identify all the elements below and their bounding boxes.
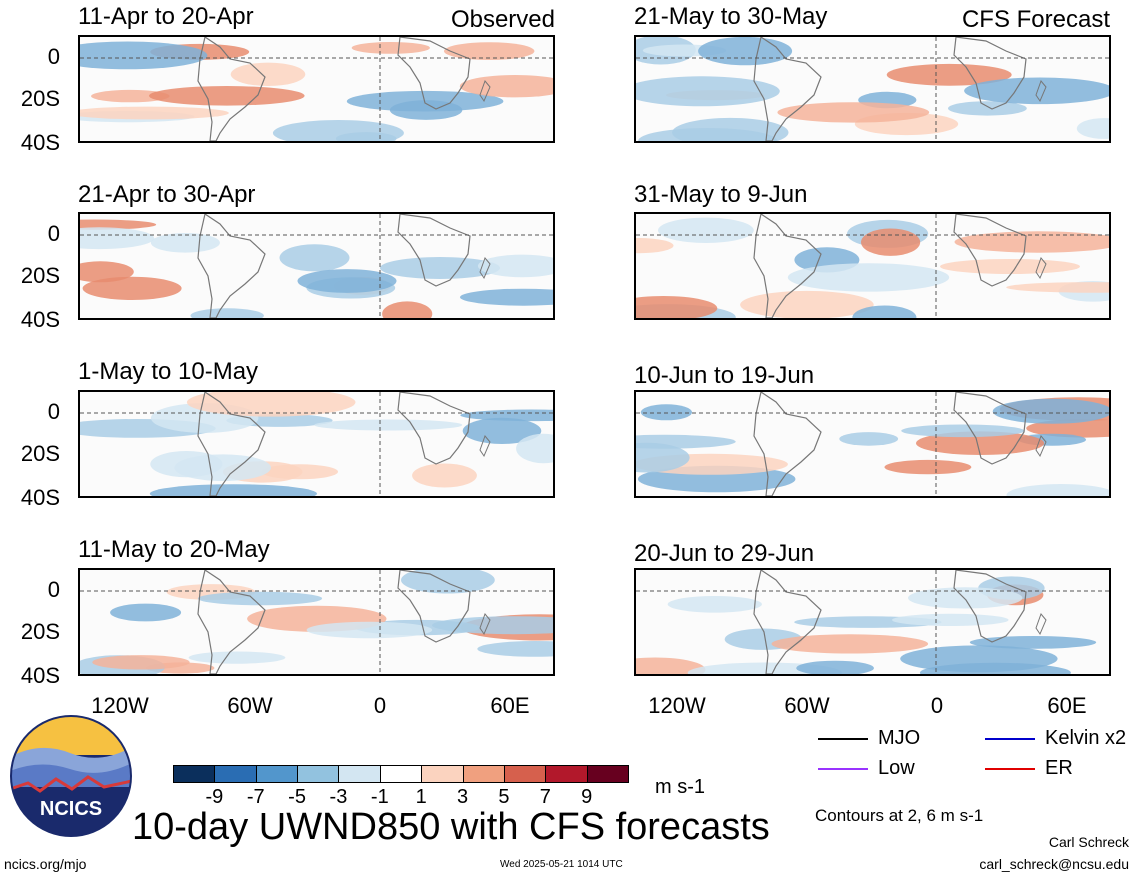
map-panel [634, 212, 1111, 320]
author-email[interactable]: carl_schreck@ncsu.edu [979, 856, 1129, 872]
contour-note: Contours at 2, 6 m s-1 [815, 806, 984, 825]
colorbar-label: -1 [370, 786, 389, 808]
y-tick-label: 0 [47, 399, 60, 424]
colorbar-label: 3 [456, 786, 469, 808]
colorbar-swatch [255, 765, 299, 783]
kelvin-legend-label: Kelvin x2 [1045, 727, 1127, 749]
colorbar-swatch [586, 765, 629, 783]
y-tick-label: 0 [47, 221, 60, 246]
panel-title: 10-Jun to 19-Jun [634, 362, 815, 389]
panel-title: 20-Jun to 29-Jun [634, 540, 815, 567]
y-tick-label: 40S [20, 485, 60, 510]
colorbar-label: -9 [205, 786, 224, 808]
x-tick-label: 60W [784, 693, 830, 718]
observed-label: Observed [450, 6, 555, 33]
ncics-logo: NCICS [10, 715, 132, 837]
y-tick-label: 20S [20, 86, 60, 111]
colorbar-swatch [297, 765, 340, 783]
er-legend-line [985, 768, 1035, 770]
colorbar-swatch [173, 765, 216, 783]
x-tick-label: 60E [490, 693, 530, 718]
y-tick-label: 40S [20, 130, 60, 155]
panel-title: 21-Apr to 30-Apr [78, 181, 256, 208]
colorbar-swatch [379, 765, 423, 783]
y-tick-label: 40S [20, 307, 60, 332]
y-tick-label: 20S [20, 619, 60, 644]
main-title: 10-day UWND850 with CFS forecasts [132, 806, 770, 848]
mjo-legend-label: MJO [878, 727, 921, 749]
author: Carl Schreck [1048, 834, 1129, 850]
colorbar-swatch [214, 765, 257, 783]
map-panel [78, 212, 555, 320]
map-panel [78, 390, 555, 498]
x-tick-label: 0 [930, 693, 944, 718]
colorbar [173, 765, 629, 783]
x-tick-label: 120W [648, 693, 706, 718]
map-panel [634, 390, 1111, 498]
panel-title: 11-Apr to 20-Apr [78, 3, 254, 30]
x-tick-label: 60E [1047, 693, 1087, 718]
map-panel [634, 35, 1111, 143]
y-tick-label: 40S [20, 663, 60, 688]
colorbar-swatch [503, 765, 547, 783]
low-legend-label: Low [878, 757, 915, 779]
x-tick-label: 120W [91, 693, 149, 718]
panel-title: 1-May to 10-May [78, 358, 259, 385]
y-tick-label: 20S [20, 441, 60, 466]
panel-title: 21-May to 30-May [634, 3, 828, 30]
colorbar-swatch [338, 765, 381, 783]
y-tick-label: 0 [47, 577, 60, 602]
colorbar-label: -3 [329, 786, 348, 808]
colorbar-label: 1 [415, 786, 427, 808]
map-panel [634, 568, 1111, 676]
mjo-legend-line [818, 738, 868, 740]
colorbar-units: m s-1 [655, 776, 705, 798]
x-tick-label: 60W [227, 693, 273, 718]
colorbar-swatch [421, 765, 464, 783]
logo-text: NCICS [40, 798, 102, 820]
timestamp: Wed 2025-05-21 1014 UTC [500, 859, 623, 870]
forecast-label: CFS Forecast [961, 6, 1110, 33]
kelvin-legend-line [985, 738, 1035, 740]
colorbar-label: -5 [288, 786, 306, 808]
colorbar-label: 7 [539, 786, 551, 808]
panel-title: 11-May to 20-May [78, 536, 270, 563]
y-tick-label: 20S [20, 263, 60, 288]
colorbar-swatch [462, 765, 505, 783]
map-panel [78, 35, 555, 143]
y-tick-label: 0 [47, 44, 60, 69]
low-legend-line [818, 768, 868, 770]
colorbar-swatch [545, 765, 588, 783]
colorbar-label: -7 [246, 786, 265, 808]
panel-title: 31-May to 9-Jun [634, 181, 808, 208]
colorbar-label: 9 [581, 786, 593, 808]
colorbar-label: 5 [498, 786, 510, 808]
site-link[interactable]: ncics.org/mjo [4, 856, 87, 872]
x-tick-label: 0 [373, 693, 387, 718]
er-legend-label: ER [1045, 757, 1073, 779]
map-panel [78, 568, 555, 676]
